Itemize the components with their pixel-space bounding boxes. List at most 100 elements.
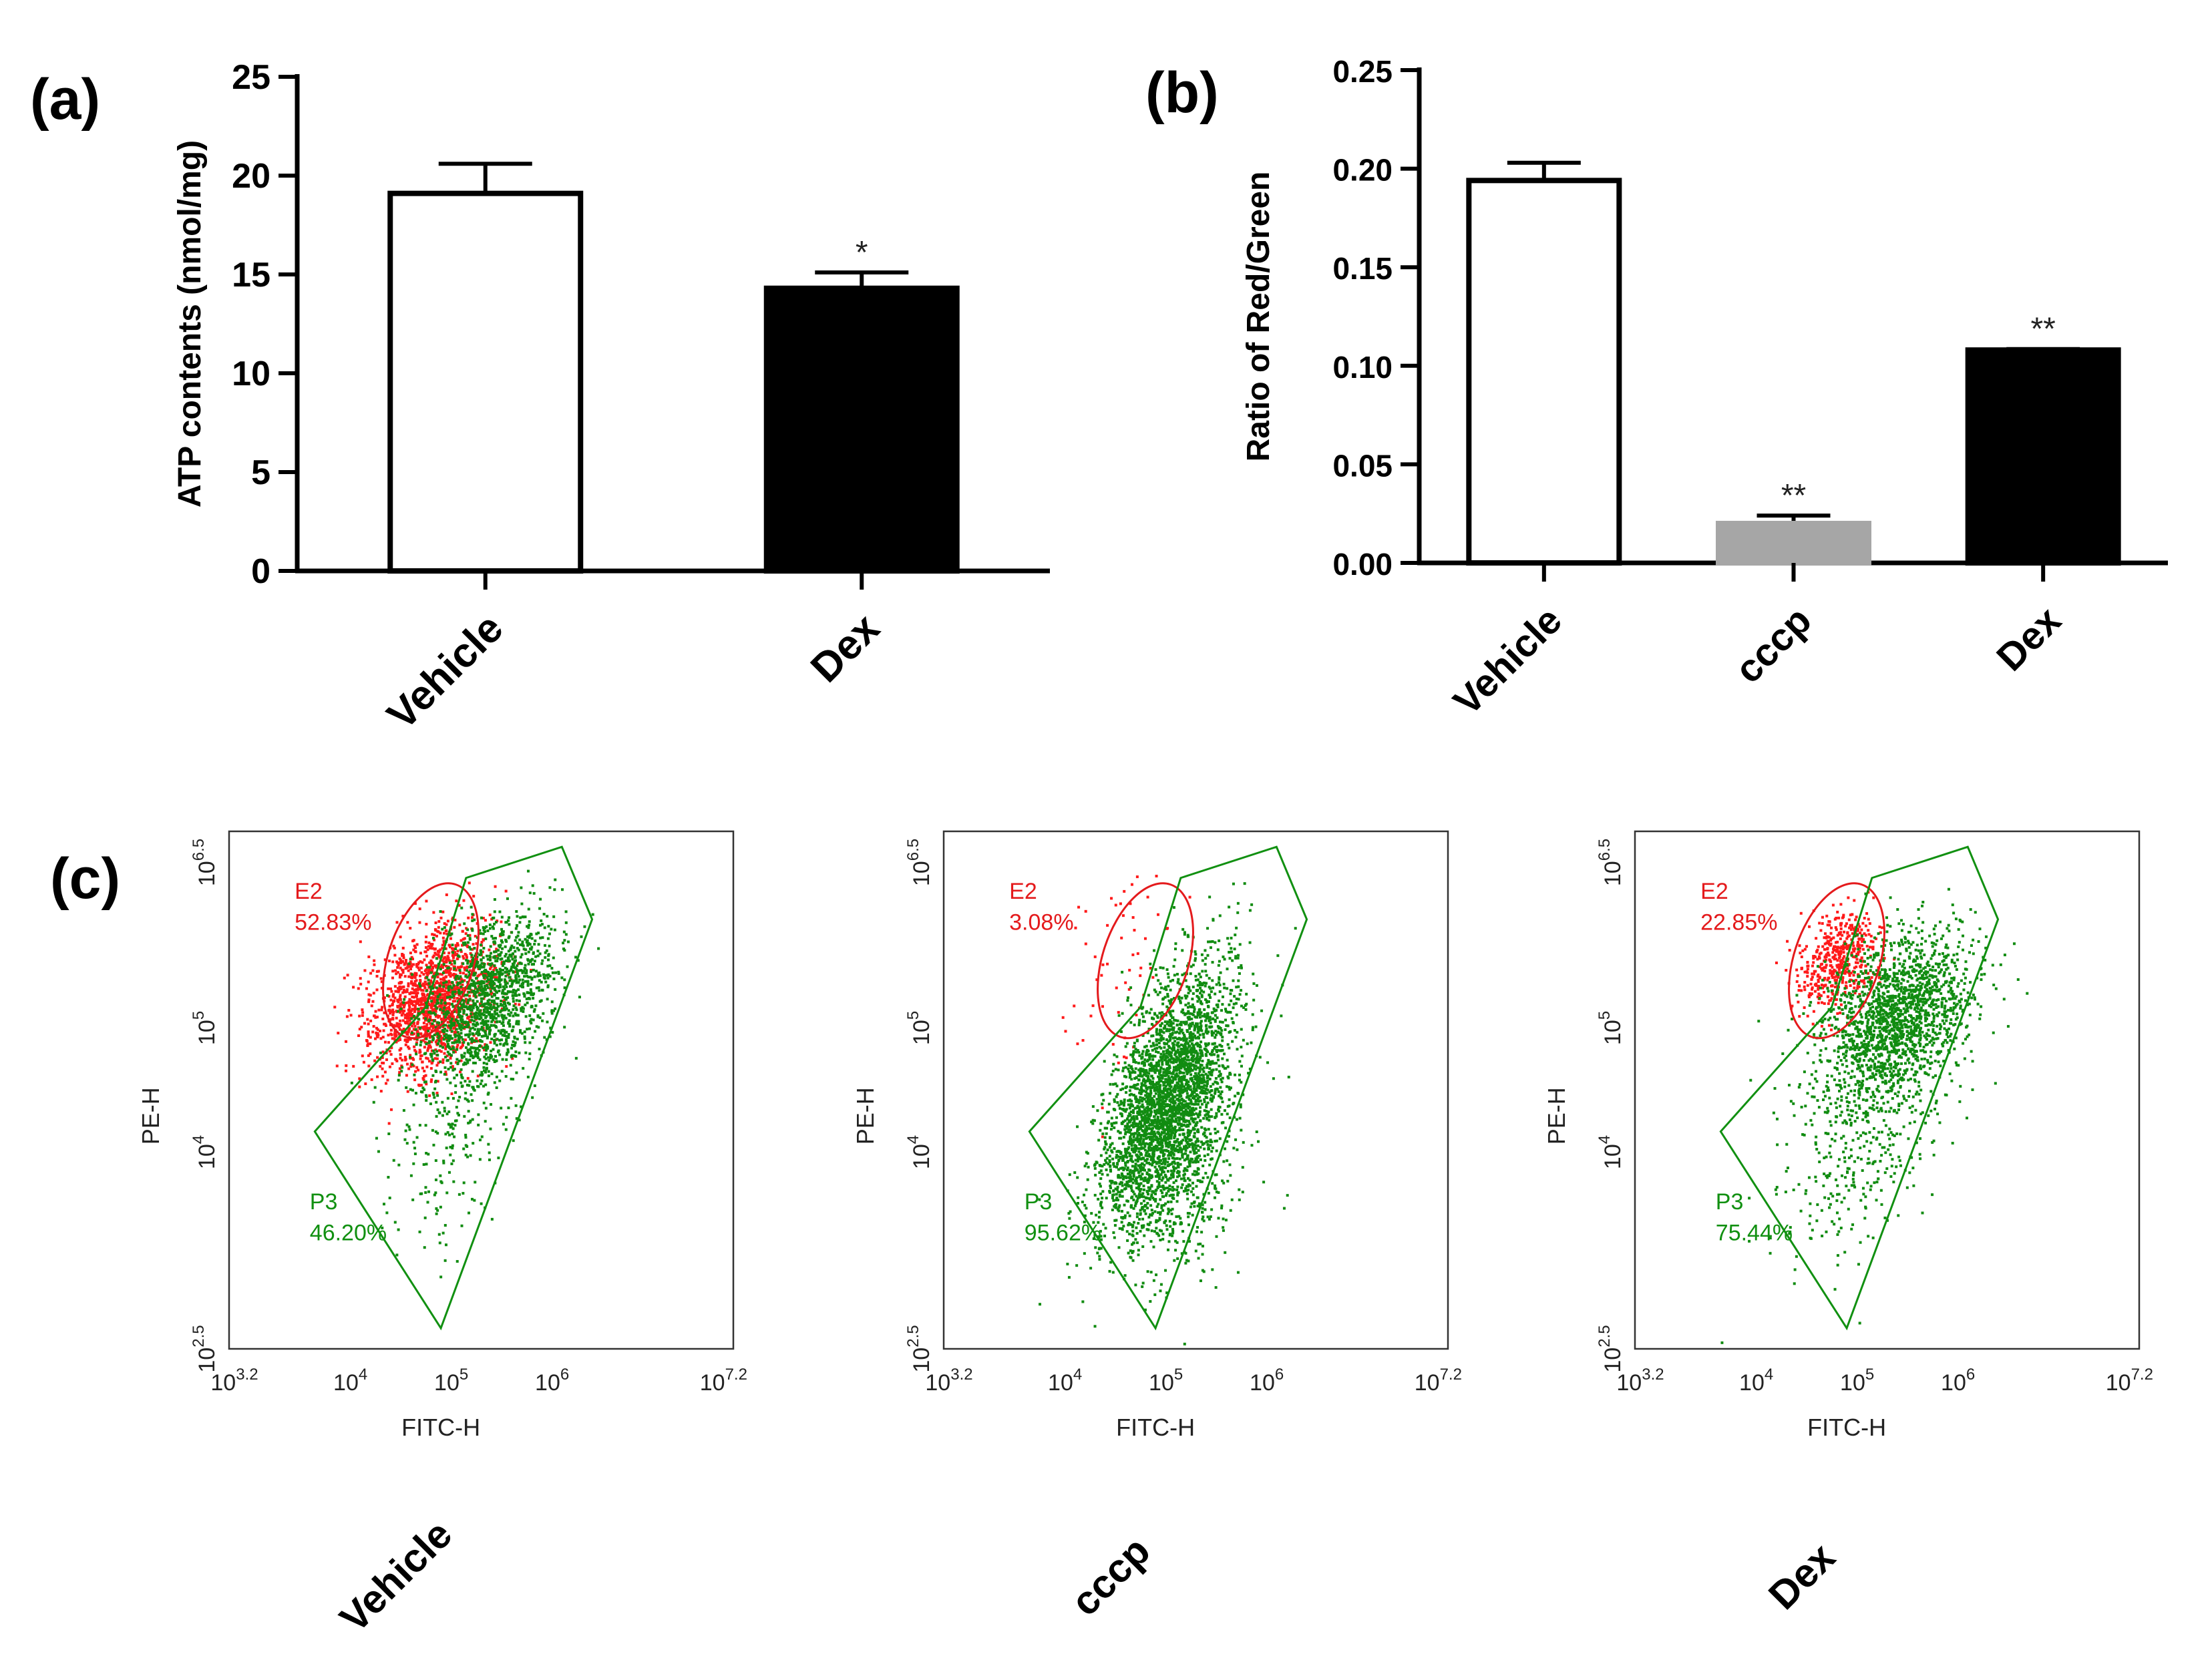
- event-dot: [482, 1101, 486, 1104]
- event-dot: [453, 1020, 456, 1023]
- event-dot: [399, 959, 402, 962]
- event-dot: [480, 1202, 483, 1205]
- event-dot: [1208, 1070, 1211, 1074]
- event-dot: [1074, 926, 1077, 929]
- event-dot: [551, 1030, 554, 1034]
- event-dot: [1123, 1061, 1127, 1064]
- event-dot: [456, 1000, 459, 1003]
- event-dot: [444, 1132, 447, 1136]
- event-dot: [401, 1019, 405, 1022]
- event-dot: [387, 1132, 391, 1135]
- event-dot: [425, 936, 428, 939]
- event-dot: [1165, 1062, 1168, 1066]
- event-dot: [456, 1112, 459, 1115]
- event-dot: [472, 982, 476, 985]
- event-dot: [1213, 1047, 1216, 1050]
- event-dot: [452, 953, 455, 956]
- event-dot: [1224, 1008, 1228, 1011]
- event-dot: [1226, 937, 1230, 940]
- event-dot: [491, 925, 494, 928]
- event-dot: [463, 1052, 466, 1055]
- event-dot: [500, 1022, 504, 1025]
- event-dot: [439, 1205, 442, 1209]
- event-dot: [485, 1006, 488, 1009]
- event-dot: [500, 1000, 503, 1003]
- event-dot: [512, 990, 515, 993]
- event-dot: [1155, 1098, 1159, 1101]
- event-dot: [472, 969, 476, 972]
- event-dot: [1134, 1087, 1137, 1090]
- event-dot: [1240, 1064, 1243, 1068]
- event-dot: [1127, 988, 1131, 991]
- event-dot: [490, 1049, 493, 1052]
- event-dot: [439, 1060, 442, 1064]
- event-dot: [563, 986, 566, 990]
- event-dot: [1147, 1146, 1151, 1149]
- event-dot: [438, 990, 441, 993]
- event-dot: [495, 955, 498, 958]
- event-dot: [1235, 1013, 1238, 1016]
- event-dot: [1162, 1123, 1165, 1126]
- event-dot: [474, 994, 477, 997]
- event-dot: [476, 1074, 480, 1078]
- event-dot: [1222, 982, 1226, 986]
- event-dot: [530, 991, 533, 994]
- event-dot: [418, 1051, 421, 1054]
- event-dot: [1150, 1138, 1153, 1141]
- event-dot: [1196, 1130, 1200, 1133]
- event-dot: [514, 1006, 518, 1010]
- event-dot: [1167, 1149, 1170, 1153]
- event-dot: [485, 1062, 488, 1066]
- event-dot: [417, 1068, 420, 1072]
- event-dot: [1212, 1031, 1216, 1034]
- event-dot: [505, 1040, 508, 1043]
- event-dot: [1171, 1022, 1175, 1025]
- event-dot: [435, 992, 438, 995]
- event-dot: [436, 1108, 439, 1111]
- event-dot: [1220, 1080, 1224, 1084]
- event-dot: [1157, 913, 1160, 916]
- event-dot: [1143, 937, 1147, 940]
- event-dot: [487, 1091, 490, 1094]
- event-dot: [1187, 1120, 1191, 1123]
- event-dot: [1202, 1132, 1205, 1136]
- event-dot: [1233, 1029, 1236, 1032]
- event-dot: [446, 996, 449, 999]
- event-dot: [424, 1036, 427, 1039]
- event-dot: [405, 1086, 408, 1089]
- event-dot: [1136, 1087, 1139, 1090]
- event-dot: [413, 1004, 417, 1008]
- event-dot: [422, 1022, 425, 1025]
- event-dot: [476, 1006, 480, 1010]
- event-dot: [1106, 923, 1109, 927]
- event-dot: [492, 927, 495, 930]
- event-dot: [1185, 1072, 1189, 1076]
- event-dot: [1173, 1162, 1177, 1165]
- event-dot: [1123, 1203, 1126, 1207]
- event-dot: [467, 1100, 470, 1103]
- event-dot: [375, 970, 379, 973]
- event-dot: [1131, 1171, 1134, 1175]
- event-dot: [1182, 1071, 1185, 1074]
- event-dot: [431, 992, 434, 995]
- event-dot: [487, 1143, 490, 1146]
- event-dot: [451, 990, 454, 994]
- event-dot: [447, 1045, 451, 1048]
- event-dot: [437, 1034, 441, 1038]
- event-dot: [481, 1072, 484, 1076]
- event-dot: [506, 982, 509, 985]
- event-dot: [1121, 1195, 1124, 1198]
- event-dot: [528, 891, 532, 895]
- event-dot: [397, 1039, 400, 1042]
- event-dot: [1101, 1197, 1104, 1200]
- event-dot: [1157, 1042, 1161, 1045]
- event-dot: [466, 1025, 469, 1028]
- event-dot: [1174, 1019, 1177, 1022]
- event-dot: [1149, 1213, 1152, 1217]
- event-dot: [1234, 956, 1238, 960]
- event-dot: [480, 1000, 483, 1004]
- event-dot: [345, 1064, 348, 1067]
- event-dot: [389, 1012, 392, 1015]
- event-dot: [1130, 883, 1133, 886]
